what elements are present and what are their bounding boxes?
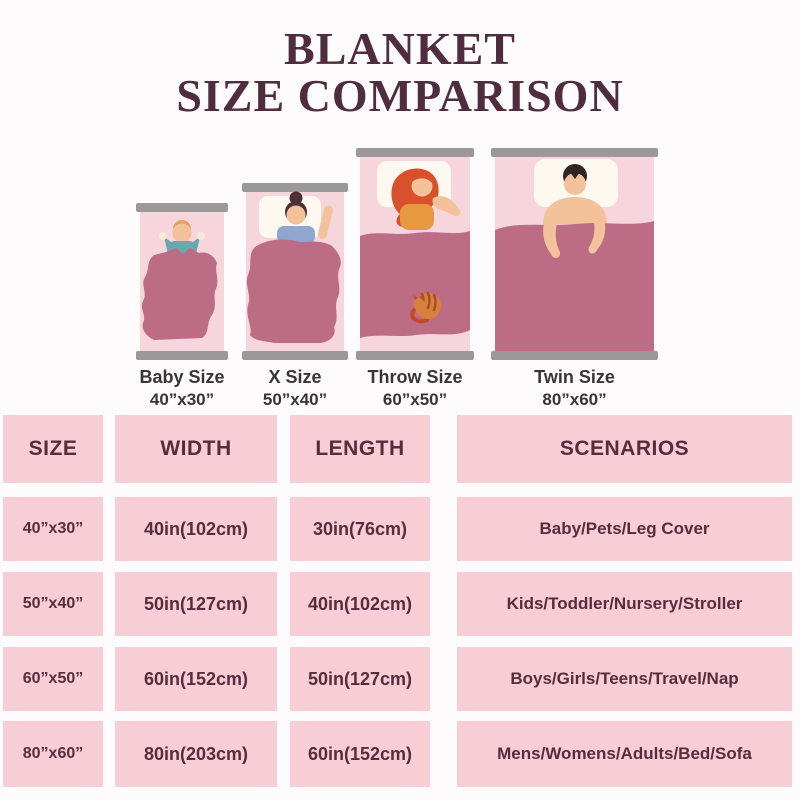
- table-cell-length: 60in(152cm): [290, 721, 430, 787]
- bed-rail-top: [242, 183, 348, 192]
- table-cell-size: 60”x50”: [3, 647, 103, 711]
- man-in-bed-icon: [491, 148, 658, 360]
- bed-throw-size: Throw Size 60”x50”: [356, 148, 474, 409]
- column-header-scenarios: SCENARIOS: [457, 415, 792, 483]
- woman-figure: [277, 191, 334, 244]
- bed-name: Baby Size: [139, 367, 225, 387]
- bed-rail-top: [356, 148, 474, 157]
- bed-rail-top: [136, 203, 228, 212]
- table-row: 40”x30” 40in(102cm) 30in(76cm) Baby/Pets…: [0, 497, 800, 561]
- table-cell-width: 80in(203cm): [115, 721, 277, 787]
- woman-in-bed-icon: [242, 183, 348, 360]
- table-row: 60”x50” 60in(152cm) 50in(127cm) Boys/Gir…: [0, 647, 800, 711]
- blanket-shape: [246, 239, 341, 343]
- cat-icon: [410, 291, 441, 324]
- table-cell-length: 50in(127cm): [290, 647, 430, 711]
- table-cell-scenarios: Kids/Toddler/Nursery/Stroller: [457, 572, 792, 636]
- table-cell-length: 40in(102cm): [290, 572, 430, 636]
- blanket-shape: [360, 231, 470, 338]
- baby-in-bed-icon: [136, 203, 228, 360]
- table-cell-width: 40in(102cm): [115, 497, 277, 561]
- bed-caption: Twin Size 80”x60”: [485, 365, 665, 412]
- bed-size: 60”x50”: [382, 390, 448, 410]
- table-cell-size: 50”x40”: [3, 572, 103, 636]
- woman-figure: [391, 168, 461, 230]
- man-arms: [543, 212, 606, 258]
- page-title: BLANKET SIZE COMPARISON: [0, 23, 800, 121]
- blanket-shape: [495, 221, 654, 351]
- column-header-width: WIDTH: [115, 415, 277, 483]
- table-row: 80”x60” 80in(203cm) 60in(152cm) Mens/Wom…: [0, 721, 800, 787]
- column-header-length: LENGTH: [290, 415, 430, 483]
- column-header-size: SIZE: [3, 415, 103, 483]
- table-cell-width: 60in(152cm): [115, 647, 277, 711]
- bed-twin-size: Twin Size 80”x60”: [491, 148, 658, 409]
- bed-name: X Size: [268, 367, 322, 387]
- bed-name: Throw Size: [367, 367, 463, 387]
- bed-caption: X Size 50”x40”: [205, 365, 385, 412]
- bed-caption: Throw Size 60”x50”: [325, 365, 505, 412]
- bed-rail-bottom: [136, 351, 228, 360]
- bed-rail-top: [491, 148, 658, 157]
- bed-size: 40”x30”: [149, 390, 215, 410]
- title-line-1: BLANKET: [284, 23, 516, 74]
- bed-rail-bottom: [491, 351, 658, 360]
- blanket-shape: [141, 248, 218, 340]
- bed-size: 80”x60”: [542, 390, 607, 410]
- bed-size: 50”x40”: [262, 390, 328, 410]
- table-cell-width: 50in(127cm): [115, 572, 277, 636]
- bed-rail-bottom: [242, 351, 348, 360]
- table-cell-size: 40”x30”: [3, 497, 103, 561]
- table-cell-length: 30in(76cm): [290, 497, 430, 561]
- bed-baby-size: Baby Size 40”x30”: [136, 203, 228, 409]
- bed-name: Twin Size: [534, 367, 615, 387]
- bed-x-size: X Size 50”x40”: [242, 183, 348, 409]
- table-cell-scenarios: Mens/Womens/Adults/Bed/Sofa: [457, 721, 792, 787]
- table-cell-size: 80”x60”: [3, 721, 103, 787]
- bed-rail-bottom: [356, 351, 474, 360]
- bed-caption: Baby Size 40”x30”: [92, 365, 272, 412]
- table-cell-scenarios: Baby/Pets/Leg Cover: [457, 497, 792, 561]
- man-figure: [543, 164, 607, 224]
- table-cell-scenarios: Boys/Girls/Teens/Travel/Nap: [457, 647, 792, 711]
- table-row: 50”x40” 50in(127cm) 40in(102cm) Kids/Tod…: [0, 572, 800, 636]
- title-line-2: SIZE COMPARISON: [176, 69, 624, 121]
- woman-with-cat-in-bed-icon: [356, 148, 474, 360]
- table-header-row: SIZE WIDTH LENGTH SCENARIOS: [0, 415, 800, 483]
